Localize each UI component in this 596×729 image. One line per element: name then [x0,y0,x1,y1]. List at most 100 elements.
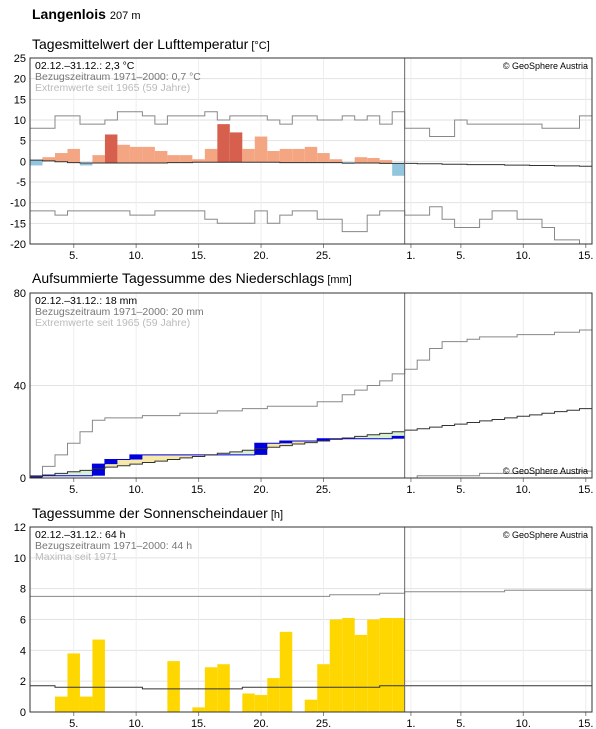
deviation-band [192,454,205,457]
deviation-band [67,471,80,476]
precipitation-unit: [mm] [327,274,352,286]
temperature-bar [379,160,393,164]
x-tick-label: 25. [316,250,331,262]
x-tick-label: 5. [456,484,465,496]
temperature-bar [30,160,43,166]
extremes-note-text: Extremwerte seit 1965 (59 Jahre) [35,82,190,94]
precipitation-increment [92,464,105,476]
sunshine-bar [204,667,218,712]
x-tick-label: 10. [129,718,144,729]
x-tick-label: 5. [456,250,465,262]
x-tick-label: 20. [253,484,268,496]
precipitation-chart: 0 40 80 5. 10. 15. 20. 25. 1. 5. 10. 15. 02.12.–31.1… [14,288,594,496]
precipitation-increment [279,441,293,444]
deviation-band [304,441,318,443]
sunshine-bar [92,639,105,712]
temperature-bar [117,144,130,163]
deviation-band [217,453,230,455]
station-name: Langenlois [32,6,106,22]
sunshine-bar [342,617,355,712]
y-tick-label: 5 [20,136,26,148]
sunshine-chart: 0 2 4 6 8 10 12 5. 10. 15. 20. 25. 1. 5. 10. 15. 02.12.–… [14,522,594,729]
y-tick-label: 12 [14,522,26,534]
period-summary-text: 02.12.–31.12.: 64 h [35,529,126,541]
x-tick-label: 5. [69,484,78,496]
x-tick-label: 20. [253,718,268,729]
sunshine-bar [304,699,318,712]
temperature-bar [217,124,230,163]
x-tick-label: 10. [129,250,144,262]
sunshine-bar [329,619,343,712]
x-tick-label: 15. [191,250,206,262]
deviation-band [354,436,368,439]
temperature-bar [367,158,380,163]
x-tick-label: 15. [191,484,206,496]
sunshine-bar [54,696,68,712]
station-header: Langenlois 207 m [32,6,140,22]
sunshine-bar [379,617,393,712]
y-tick-label: 0 [20,707,26,719]
temperature-bar [79,162,93,166]
sunshine-title-text: Tagessumme der Sonnenscheindauer [32,505,268,521]
temperature-panel-title: Tagesmittelwert der Lufttemperatur [°C] [32,36,270,52]
temperature-bar [329,159,343,163]
copyright-label: © GeoSphere Austria [503,530,588,540]
y-tick-label: 15 [14,94,26,106]
temperature-bar [154,151,168,163]
temperature-bar [42,157,55,161]
sunshine-bar [392,617,405,712]
temperature-bar [229,132,243,163]
extreme-min-line [30,206,592,245]
normal-cumulative-line [30,408,592,477]
temperature-bar [192,159,205,163]
sunshine-bar [267,678,280,712]
temperature-bar [304,146,318,163]
temperature-bar [104,134,118,163]
cumulative-line [30,435,405,477]
maxima-line [30,589,592,597]
y-tick-label: 80 [14,288,26,300]
temperature-bar [317,153,330,163]
y-tick-label: 6 [20,615,26,627]
temperature-title-text: Tagesmittelwert der Lufttemperatur [32,36,249,52]
deviation-band [392,431,405,437]
x-tick-label: 1. [406,484,415,496]
deviation-band [367,434,380,439]
sunshine-bar [67,653,80,712]
precipitation-increment [129,454,143,460]
temperature-bar [204,148,218,163]
y-tick-label: -10 [10,198,26,210]
temperature-bar [392,163,405,176]
y-tick-label: 0 [20,473,26,485]
sunshine-panel-title: Tagessumme der Sonnenscheindauer [h] [32,505,283,521]
station-altitude: 207 m [109,10,141,22]
copyright-label: © GeoSphere Austria [503,61,588,71]
normal-line [30,685,592,690]
deviation-band [292,441,305,445]
temperature-bar [254,136,268,163]
x-tick-label: 15. [191,718,206,729]
extreme-max-line [30,329,592,477]
x-tick-label: 1. [406,250,415,262]
deviation-band [229,451,243,455]
sunshine-unit: [h] [270,509,284,521]
deviation-band [167,454,180,460]
extremes-note-text: Extremwerte seit 1965 (59 Jahre) [35,317,190,329]
sunshine-bar [254,695,268,712]
plot-frame [29,292,593,479]
x-tick-label: 10. [516,718,531,729]
x-tick-label: 25. [316,718,331,729]
deviation-band [154,454,168,462]
precipitation-increment [392,436,405,439]
x-tick-label: 20. [253,250,268,262]
copyright-label: © GeoSphere Austria [503,466,588,476]
sunshine-bar [354,634,368,712]
reference-period-text: Bezugszeitraum 1971–2000: 44 h [35,540,192,552]
extremes-note-text: Maxima seit 1971 [35,551,117,563]
deviation-band [242,450,255,455]
sunshine-bar [242,693,255,712]
reference-period-text: Bezugszeitraum 1971–2000: 20 mm [35,306,204,318]
x-tick-label: 10. [516,484,531,496]
x-tick-label: 15. [578,718,593,729]
temperature-bar [279,148,293,163]
